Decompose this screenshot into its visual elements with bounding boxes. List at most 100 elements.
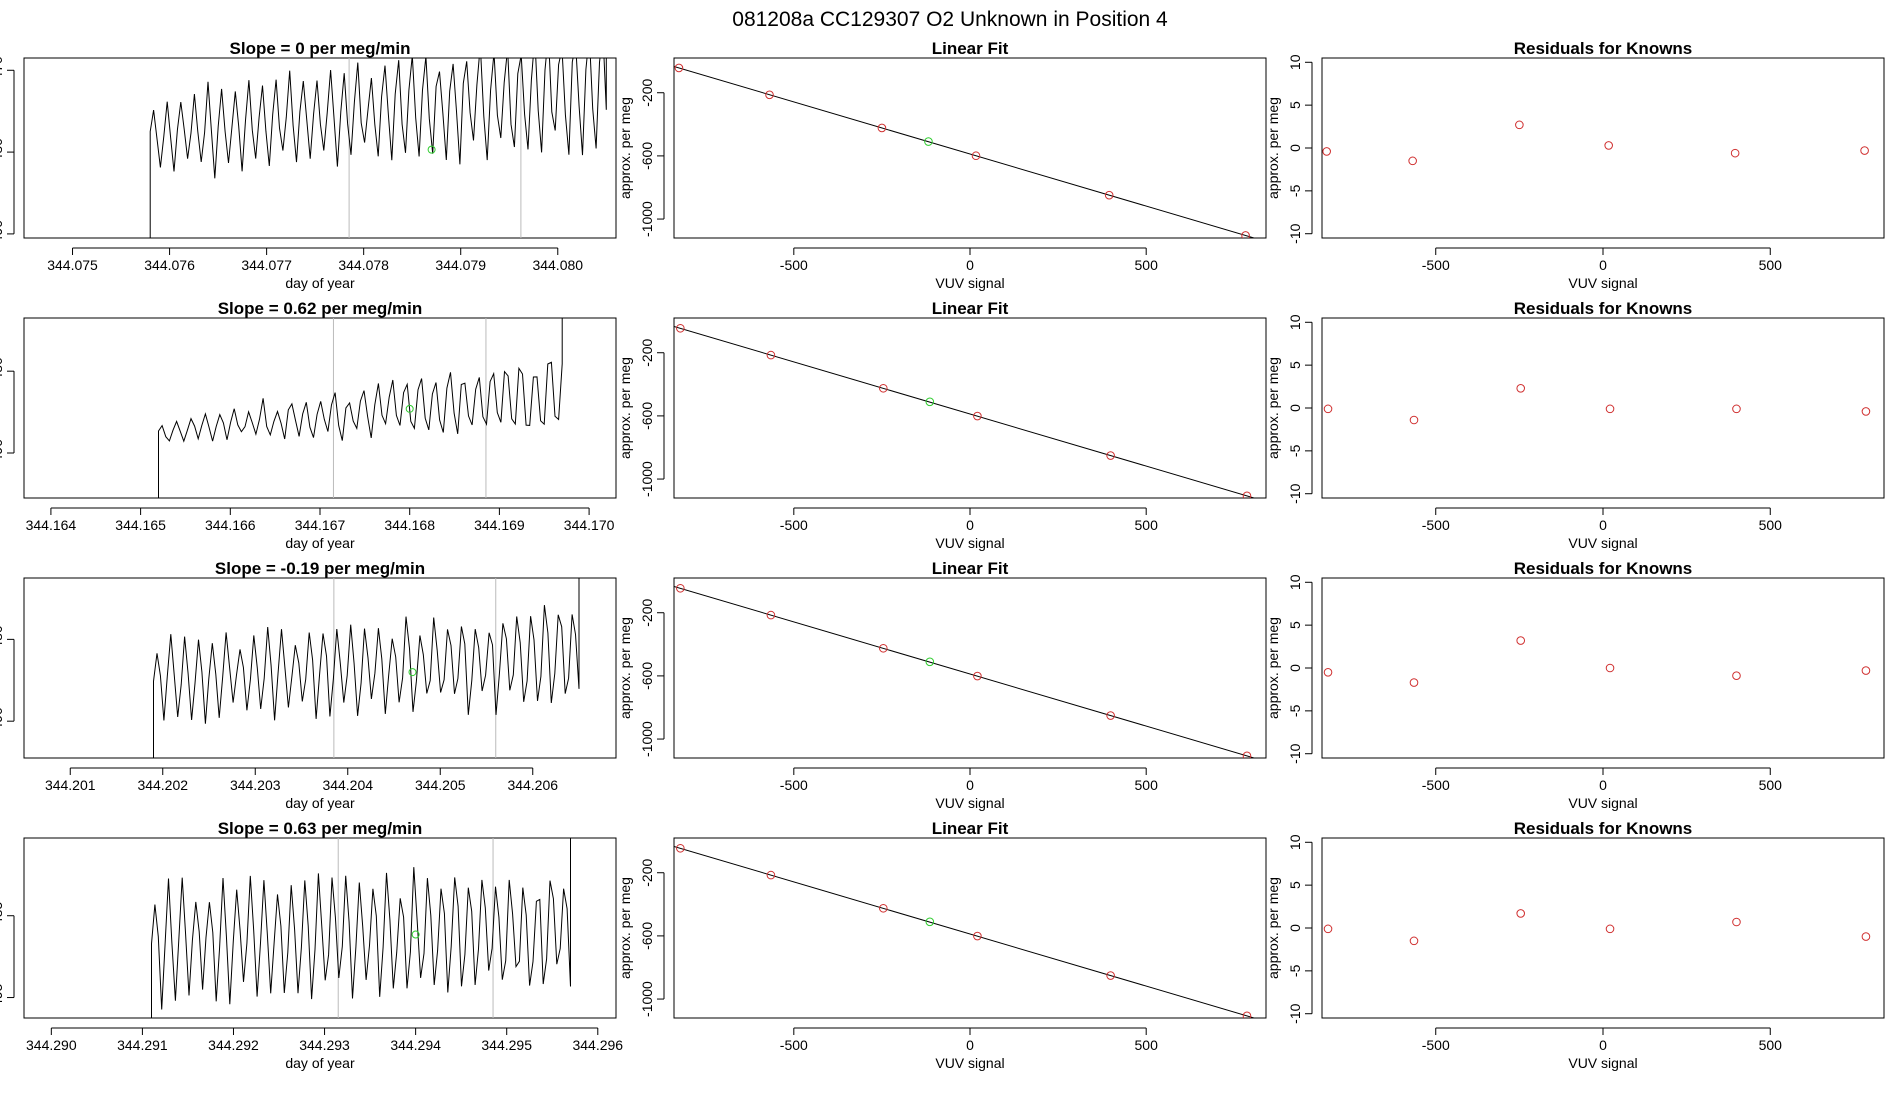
residual-point-marker bbox=[1323, 667, 1333, 677]
y-tick-label: 5 bbox=[1287, 621, 1303, 629]
y-tick-label: -600 bbox=[639, 402, 655, 430]
y-axis-label: approx. per meg bbox=[617, 357, 633, 459]
residual-point-marker bbox=[1323, 404, 1333, 414]
x-tick-label: -500 bbox=[1422, 257, 1450, 273]
x-tick-label: 344.168 bbox=[384, 517, 435, 533]
fit-line bbox=[674, 585, 1256, 758]
x-tick-label: 500 bbox=[1759, 777, 1783, 793]
known-point-marker bbox=[1104, 190, 1114, 200]
x-tick-label: 344.296 bbox=[572, 1037, 623, 1053]
y-tick-label: -1000 bbox=[639, 461, 655, 497]
y-tick-label: -600 bbox=[639, 142, 655, 170]
panel-title: Linear Fit bbox=[932, 559, 1009, 578]
y-axis: -1000 -600 -200 approx. per meg bbox=[617, 859, 665, 1017]
x-tick-label: 344.078 bbox=[338, 257, 389, 273]
known-point-marker bbox=[879, 383, 888, 393]
residual-point-marker bbox=[1860, 146, 1869, 155]
plot-area bbox=[149, 58, 607, 238]
y-tick-label: -10 bbox=[1287, 483, 1303, 503]
unknown-point-marker bbox=[411, 930, 420, 939]
y-tick-label: -470 bbox=[0, 56, 5, 84]
y-axis: -490-480-470approx. per meg bbox=[0, 56, 15, 248]
y-axis: -490-480approx. per meg bbox=[0, 625, 15, 735]
plot-frame bbox=[673, 837, 1267, 1019]
panel-title: Slope = 0 per meg/min bbox=[230, 39, 411, 58]
known-point-marker bbox=[1106, 711, 1115, 720]
known-point-marker bbox=[676, 323, 685, 333]
chart-panel-linear-fit-row1: Linear Fit -500 0 500 VUV signal -1000 -600 -20… bbox=[617, 39, 1267, 291]
known-point-marker bbox=[766, 870, 776, 880]
y-tick-label: -200 bbox=[639, 859, 655, 887]
known-point-marker bbox=[877, 123, 887, 133]
y-tick-label: -5 bbox=[1287, 444, 1303, 457]
plot-frame bbox=[1321, 57, 1885, 239]
x-tick-label: -500 bbox=[780, 1037, 808, 1053]
residual-point-marker bbox=[1409, 678, 1419, 687]
known-point-marker bbox=[766, 350, 776, 360]
y-tick-label: -5 bbox=[1287, 704, 1303, 717]
x-axis: -500 0 500 VUV signal bbox=[1422, 507, 1782, 551]
x-tick-label: 344.080 bbox=[532, 257, 583, 273]
x-axis: -500 0 500 VUV signal bbox=[1422, 767, 1783, 811]
plot-area bbox=[674, 583, 1256, 758]
chart-panel-residuals-row2: Residuals for Knowns -500 0 500 VUV signal -1… bbox=[1265, 299, 1885, 551]
y-tick-label: -600 bbox=[639, 922, 655, 950]
y-tick-label: -480 bbox=[0, 625, 5, 653]
time-series-trace bbox=[158, 318, 563, 498]
x-axis-label: VUV signal bbox=[1568, 275, 1637, 291]
y-tick-label: -10 bbox=[1287, 1003, 1303, 1023]
plot-area bbox=[1323, 383, 1871, 425]
x-axis-label: VUV signal bbox=[935, 795, 1004, 811]
unknown-point-marker bbox=[427, 145, 436, 154]
known-point-marker bbox=[1242, 751, 1252, 758]
residual-point-marker bbox=[1409, 415, 1419, 425]
y-tick-label: -495 bbox=[0, 983, 5, 1011]
panel-title: Residuals for Knowns bbox=[1514, 819, 1693, 838]
unknown-point-marker bbox=[925, 657, 935, 667]
x-tick-label: 344.077 bbox=[241, 257, 292, 273]
y-tick-label: 10 bbox=[1287, 574, 1303, 590]
known-point-marker bbox=[1242, 491, 1252, 498]
panel-title: Residuals for Knowns bbox=[1514, 559, 1693, 578]
y-tick-label: 0 bbox=[1287, 404, 1303, 412]
y-axis: -10 -5 0 5 10 approx. per meg bbox=[1265, 54, 1313, 244]
x-axis: -500 0 500 VUV signal bbox=[780, 767, 1158, 811]
known-point-marker bbox=[766, 610, 776, 620]
y-tick-label: -5 bbox=[1287, 184, 1303, 197]
unknown-point-marker bbox=[925, 917, 935, 927]
x-tick-label: 344.205 bbox=[415, 777, 466, 793]
y-axis-label: approx. per meg bbox=[1265, 877, 1281, 979]
plot-frame bbox=[23, 577, 617, 759]
plot-area bbox=[674, 843, 1256, 1018]
x-tick-label: 344.202 bbox=[137, 777, 188, 793]
x-axis: -500 0 500 VUV signal bbox=[780, 507, 1158, 551]
chart-panel-residuals-row1: Residuals for Knowns -500 0 500 VUV signal -1… bbox=[1265, 39, 1885, 291]
x-axis-label: day of year bbox=[285, 1055, 355, 1071]
residual-point-marker bbox=[1323, 924, 1333, 934]
y-axis: -1000 -600 -200 approx. per meg bbox=[617, 79, 665, 237]
x-tick-label: 500 bbox=[1759, 1037, 1783, 1053]
y-tick-label: -600 bbox=[639, 662, 655, 690]
y-tick-label: 0 bbox=[1287, 664, 1303, 672]
x-tick-label: 344.079 bbox=[435, 257, 486, 273]
known-point-marker bbox=[1242, 1011, 1252, 1018]
time-series-trace bbox=[149, 58, 607, 238]
x-tick-label: 344.169 bbox=[474, 517, 525, 533]
y-axis: -1000 -600 -200 approx. per meg bbox=[617, 339, 665, 497]
panel-title: Residuals for Knowns bbox=[1514, 299, 1693, 318]
known-point-marker bbox=[879, 903, 888, 913]
chart-panel-residuals-row3: Residuals for Knowns -500 0 500 VUV signal -1… bbox=[1265, 559, 1885, 811]
x-axis: 344.075 344.076 344.077 344.078 344.079 344.0… bbox=[47, 247, 583, 291]
y-axis-label: approx. per meg bbox=[617, 617, 633, 719]
figure-title: 081208a CC129307 O2 Unknown in Position … bbox=[732, 8, 1168, 31]
unknown-point-marker bbox=[405, 404, 414, 413]
x-tick-label: 500 bbox=[1135, 257, 1159, 273]
y-tick-label: 10 bbox=[1287, 314, 1303, 330]
y-tick-label: 10 bbox=[1287, 54, 1303, 70]
y-tick-label: -10 bbox=[1287, 223, 1303, 243]
x-tick-label: 500 bbox=[1135, 1037, 1159, 1053]
